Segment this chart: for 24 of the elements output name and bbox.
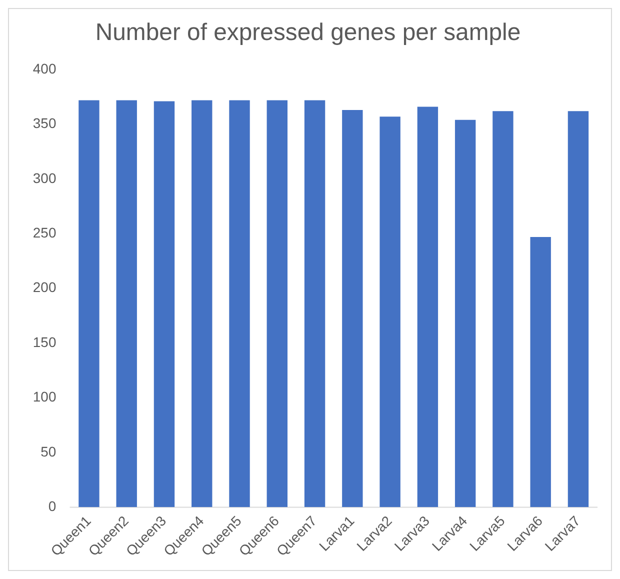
bar	[417, 106, 438, 508]
y-tick-label: 50	[40, 443, 56, 460]
bar	[116, 100, 137, 508]
bar	[568, 111, 589, 508]
y-tick-label: 350	[32, 115, 56, 132]
y-tick-label: 300	[32, 170, 56, 186]
y-tick-label: 200	[32, 279, 56, 296]
bar	[192, 100, 212, 508]
y-tick-label: 250	[32, 224, 56, 241]
bar	[380, 116, 400, 508]
y-tick-label: 100	[32, 388, 56, 405]
y-tick-label: 0	[48, 498, 56, 514]
chart-title: Number of expressed genes per sample	[95, 18, 521, 46]
bar	[229, 100, 250, 508]
bar	[492, 111, 514, 508]
bar	[266, 100, 288, 508]
bar	[304, 100, 326, 508]
bar	[530, 236, 551, 508]
y-tick-label: 150	[32, 334, 56, 350]
bar	[342, 110, 363, 508]
bar	[78, 100, 100, 508]
bar	[154, 101, 175, 508]
y-tick-label: 400	[32, 60, 56, 76]
bar	[454, 120, 476, 508]
